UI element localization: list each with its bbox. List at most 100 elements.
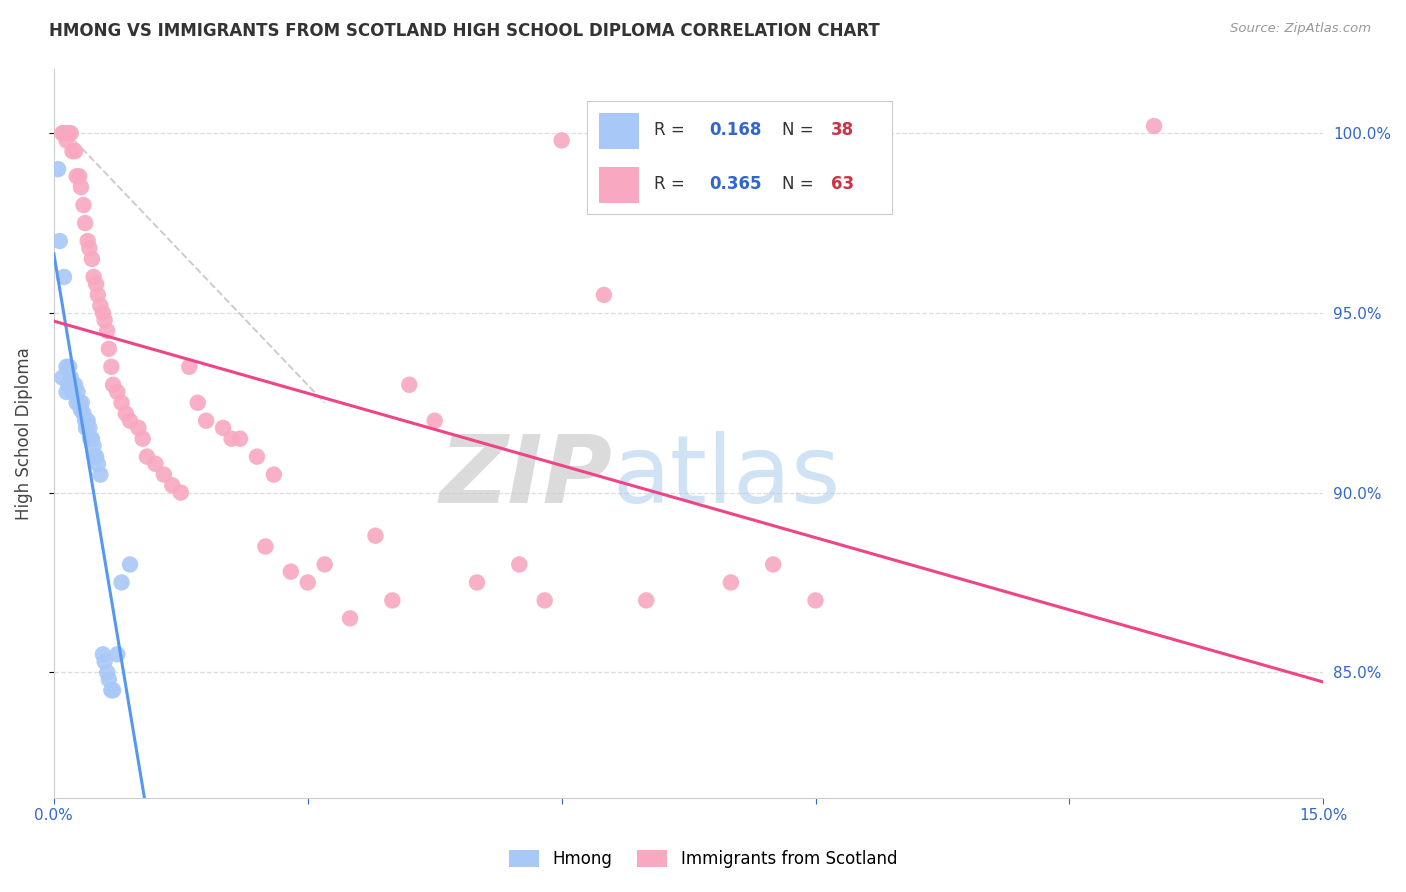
Point — [83, 450, 105, 464]
Point — [221, 432, 243, 446]
Point — [381, 593, 404, 607]
Point — [70, 403, 93, 417]
Point — [533, 593, 555, 607]
Point — [131, 432, 153, 446]
Point — [59, 126, 82, 140]
Point — [79, 421, 101, 435]
Point — [465, 575, 488, 590]
Point — [62, 384, 84, 399]
Point — [212, 421, 235, 435]
Point — [87, 288, 110, 302]
Point — [80, 252, 103, 266]
Point — [100, 683, 122, 698]
Point — [508, 558, 530, 572]
Point — [76, 234, 98, 248]
Point — [62, 144, 84, 158]
Point — [280, 565, 302, 579]
Point — [93, 313, 115, 327]
Point — [70, 396, 93, 410]
Text: HMONG VS IMMIGRANTS FROM SCOTLAND HIGH SCHOOL DIPLOMA CORRELATION CHART: HMONG VS IMMIGRANTS FROM SCOTLAND HIGH S… — [49, 22, 880, 40]
Point — [55, 359, 77, 374]
Point — [49, 234, 72, 248]
Point — [101, 377, 124, 392]
Point — [97, 342, 120, 356]
Point — [398, 377, 420, 392]
Point — [162, 478, 184, 492]
Point — [62, 377, 84, 392]
Text: atlas: atlas — [613, 431, 841, 523]
Point — [593, 288, 616, 302]
Point — [89, 299, 111, 313]
Point — [84, 450, 107, 464]
Point — [53, 126, 76, 140]
Point — [66, 384, 89, 399]
Point — [91, 306, 114, 320]
Point — [72, 407, 94, 421]
Point — [314, 558, 336, 572]
Point — [105, 384, 128, 399]
Point — [83, 439, 105, 453]
Point — [66, 396, 89, 410]
Point — [63, 144, 86, 158]
Point — [364, 529, 387, 543]
Point — [91, 648, 114, 662]
Point — [51, 126, 73, 140]
Point — [79, 241, 101, 255]
Point — [84, 277, 107, 292]
Point — [46, 162, 69, 177]
Y-axis label: High School Diploma: High School Diploma — [15, 347, 32, 520]
Point — [179, 359, 201, 374]
Point — [55, 384, 77, 399]
Point — [636, 593, 658, 607]
Point — [100, 359, 122, 374]
Point — [58, 377, 80, 392]
Point — [297, 575, 319, 590]
Text: Source: ZipAtlas.com: Source: ZipAtlas.com — [1230, 22, 1371, 36]
Point — [339, 611, 361, 625]
Point — [804, 593, 827, 607]
Point — [87, 457, 110, 471]
Point — [79, 432, 101, 446]
Point — [145, 457, 167, 471]
Point — [195, 414, 218, 428]
Point — [720, 575, 742, 590]
Point — [58, 359, 80, 374]
Point — [246, 450, 269, 464]
Point — [66, 169, 89, 184]
Point — [75, 414, 97, 428]
Point — [127, 421, 149, 435]
Point — [762, 558, 785, 572]
Point — [97, 673, 120, 687]
Point — [67, 169, 90, 184]
Point — [59, 370, 82, 384]
Point — [51, 370, 73, 384]
Point — [229, 432, 252, 446]
Point — [75, 421, 97, 435]
Point — [118, 558, 141, 572]
Point — [118, 414, 141, 428]
Point — [53, 269, 76, 284]
Point — [96, 665, 118, 680]
Point — [114, 407, 136, 421]
Point — [153, 467, 176, 482]
Point — [187, 396, 209, 410]
Point — [83, 269, 105, 284]
Point — [93, 655, 115, 669]
Point — [89, 467, 111, 482]
Point — [254, 540, 277, 554]
Point — [55, 133, 77, 147]
Point — [80, 432, 103, 446]
Point — [105, 648, 128, 662]
Point — [58, 126, 80, 140]
Point — [263, 467, 285, 482]
Point — [135, 450, 157, 464]
Point — [96, 324, 118, 338]
Text: ZIP: ZIP — [440, 431, 613, 523]
Point — [72, 198, 94, 212]
Point — [63, 377, 86, 392]
Point — [1143, 119, 1166, 133]
Point — [101, 683, 124, 698]
Point — [76, 414, 98, 428]
Point — [550, 133, 572, 147]
Point — [110, 575, 132, 590]
